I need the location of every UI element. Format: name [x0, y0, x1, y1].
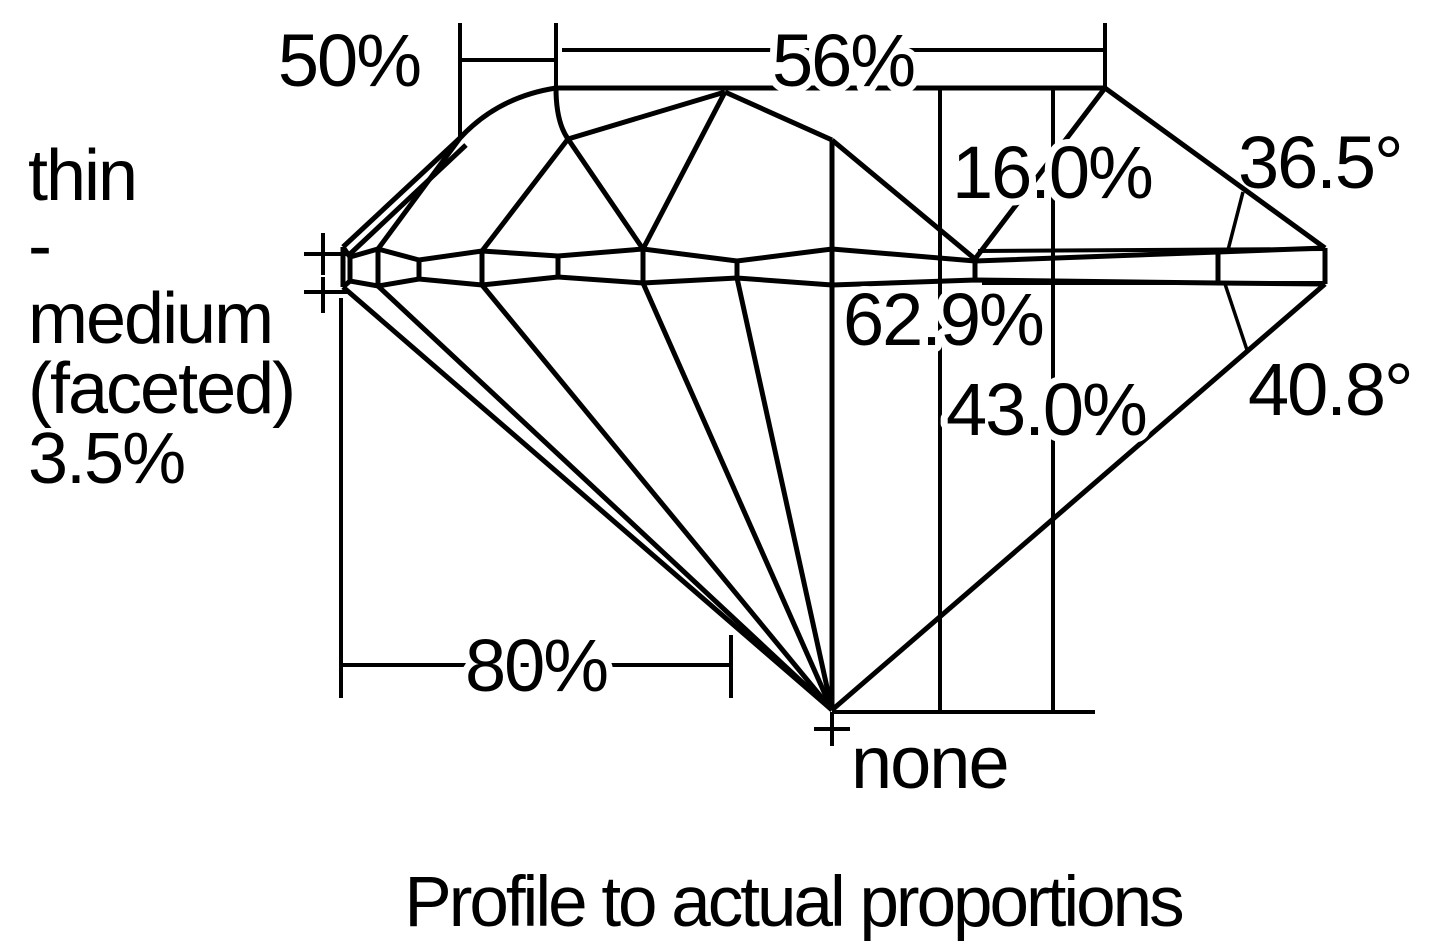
pavilion-angle-label: 40.8° [1248, 348, 1412, 431]
girdle-band [340, 245, 1328, 289]
lower-girdle-label: 80% [465, 624, 607, 707]
pavilion-angle-chord [1223, 283, 1249, 351]
pavilion-depth-label: 43.0% [946, 368, 1146, 451]
star-facet-upper-left [458, 85, 557, 140]
kite-edge-to-girdle [640, 90, 728, 251]
girdle-description-label: thin - medium (faceted) 3.5% [28, 136, 312, 499]
measurement-labels: 50% 56% 16.0% 36.5° 62.9% 43.0% 40.8° 80… [28, 12, 1414, 942]
bezel-mid-left [565, 137, 646, 251]
crown-facets [341, 85, 1327, 261]
crown-height-label: 16.0% [952, 131, 1152, 214]
bezel-left-outer-parallel [348, 143, 468, 256]
culet-size-label: none [851, 721, 1008, 804]
bezel-left-outer [341, 136, 462, 249]
kite-ridge-right [723, 89, 834, 143]
table-width-label: 56% [772, 19, 914, 102]
girdle-description-line-1: thin [28, 136, 136, 216]
lower-girdle-facet-1 [376, 284, 834, 712]
figure-caption: Profile to actual proportions [404, 863, 1182, 942]
diamond-profile [340, 85, 1328, 712]
girdle-description-line-3: medium [28, 279, 272, 359]
crown-angle-reference-line [977, 247, 1326, 253]
crown-silhouette-right [1103, 85, 1327, 251]
bezel-left-to-girdle [375, 136, 463, 251]
pavilion-silhouette-right [830, 282, 1327, 712]
star-length-label: 50% [278, 19, 420, 102]
girdle-description-line-2: - [28, 206, 50, 286]
girdle-bottom-edge [341, 274, 1326, 289]
kite-ridge-left [567, 89, 726, 142]
girdle-top-edge [340, 245, 1326, 264]
lower-girdle-facet-3 [734, 277, 835, 711]
table-corner-left-facet [553, 87, 571, 141]
star-facet-lower-left [480, 137, 570, 253]
pavilion-main-facet [640, 281, 835, 712]
girdle-description-line-5: 3.5% [28, 419, 184, 499]
pavilion-facets [341, 140, 1327, 712]
upper-girdle-facet-right [973, 86, 1107, 261]
total-depth-label: 62.9% [843, 278, 1043, 361]
pavilion-silhouette-left [341, 285, 834, 712]
bezel-mid-right [830, 138, 977, 261]
crown-angle-chord [1226, 191, 1245, 251]
crown-angle-label: 36.5° [1238, 121, 1402, 204]
dimension-lines [304, 23, 1326, 746]
girdle-description-line-4: (faceted) [28, 349, 294, 429]
lower-girdle-facet-2 [480, 283, 834, 712]
